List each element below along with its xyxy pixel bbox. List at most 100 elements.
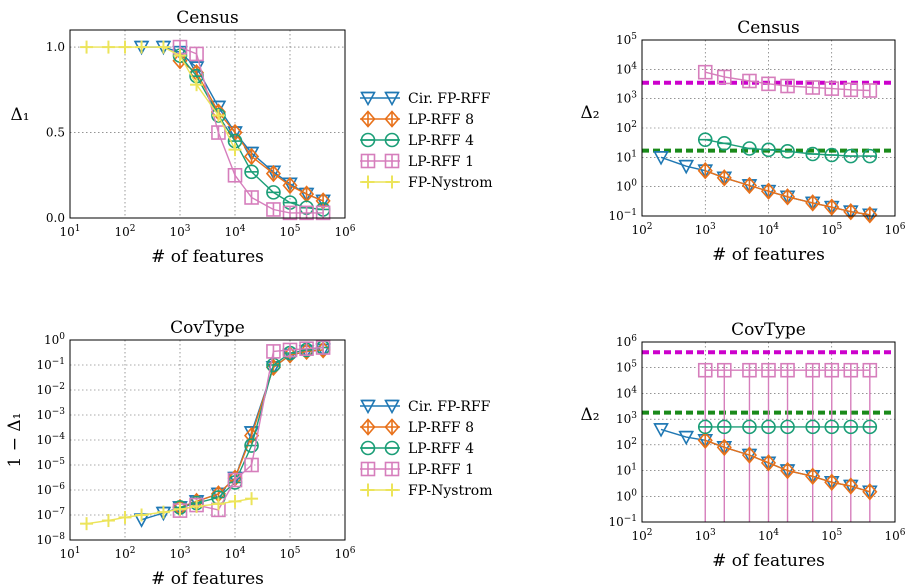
data-point <box>315 340 331 355</box>
plot-frame <box>641 341 896 523</box>
data-point <box>716 169 732 187</box>
y-tick-label: 10−1 <box>608 514 637 529</box>
chart-census-delta2: 102 103 104 105 106 10−1 100 101 102 103 104 105 Cen… <box>580 18 905 265</box>
data-point <box>716 69 732 85</box>
data-point <box>156 505 170 519</box>
data-point <box>843 477 859 495</box>
y-tick-label: 10−7 <box>36 507 65 522</box>
data-point <box>190 499 204 513</box>
data-point <box>805 80 821 95</box>
data-point <box>244 190 259 205</box>
y-tick-label: 101 <box>616 149 637 164</box>
data-point <box>862 362 878 378</box>
legend-label: Cir. FP-RFF <box>408 399 491 415</box>
data-point <box>227 167 243 183</box>
data-point <box>697 431 713 450</box>
legend-marker <box>360 399 376 415</box>
legend-label: LP-RFF 8 <box>408 112 474 128</box>
data-point <box>101 514 115 528</box>
data-point <box>266 202 281 217</box>
legend-marker <box>360 440 376 456</box>
data-point <box>862 483 878 501</box>
data-point <box>716 362 732 378</box>
data-point <box>843 148 859 164</box>
data-point <box>282 176 298 195</box>
x-tick-label: 102 <box>114 224 135 239</box>
y-tick-label: 1.0 <box>46 40 65 54</box>
legend-marker <box>361 483 375 497</box>
y-axis-label: Δ₁ <box>10 105 29 125</box>
data-point <box>742 419 757 435</box>
plot-frame <box>641 39 896 217</box>
data-point <box>228 494 242 508</box>
legend-label: Cir. FP-RFF <box>408 91 491 107</box>
data-point <box>824 198 840 216</box>
y-tick-label: 104 <box>616 61 637 76</box>
data-point <box>779 461 796 480</box>
data-point <box>245 492 259 506</box>
data-point <box>742 141 757 156</box>
legend-marker <box>385 483 399 497</box>
data-point <box>653 151 669 166</box>
data-point <box>805 362 821 378</box>
data-point <box>862 206 878 224</box>
chart-title: CovType <box>170 318 245 338</box>
data-point <box>244 457 259 473</box>
data-point <box>843 82 859 98</box>
data-point <box>779 188 796 206</box>
data-point <box>780 362 795 378</box>
legend-label: LP-RFF 8 <box>408 420 474 436</box>
y-tick-label: 106 <box>616 334 637 349</box>
x-tick-label: 104 <box>224 546 245 561</box>
x-tick-label: 101 <box>59 224 80 239</box>
legend-marker <box>384 153 400 169</box>
data-point <box>315 205 331 221</box>
legend-marker <box>384 110 400 128</box>
data-point <box>741 176 758 195</box>
data-point <box>243 147 260 166</box>
data-point <box>824 419 840 435</box>
x-tick-label: 106 <box>334 224 355 239</box>
x-axis-label: # of features <box>712 551 825 571</box>
x-tick-label: 102 <box>114 546 135 561</box>
data-point <box>761 362 776 378</box>
legend-marker <box>360 461 376 477</box>
data-point <box>653 423 669 438</box>
legend-marker <box>384 440 400 456</box>
y-tick-label: 105 <box>616 360 637 375</box>
y-tick-label: 10−4 <box>36 432 65 447</box>
data-point <box>266 185 281 200</box>
x-tick-label: 102 <box>631 222 652 237</box>
legend-marker <box>384 418 400 436</box>
data-point <box>805 419 821 435</box>
data-point <box>824 81 840 96</box>
chart-title: CovType <box>731 320 806 340</box>
data-point <box>101 40 115 54</box>
data-point <box>862 83 878 98</box>
y-tick-label: 101 <box>616 463 637 478</box>
data-point <box>862 419 878 435</box>
series-line-cir-fp-rff <box>141 349 324 521</box>
legend-label: LP-RFF 4 <box>408 441 474 457</box>
legend-marker <box>384 399 400 415</box>
legend-marker <box>384 91 400 107</box>
y-tick-label: 0.5 <box>46 126 65 140</box>
y-tick-label: 100 <box>616 488 637 503</box>
series-line-fp-nystrom <box>86 498 252 525</box>
legend-label: LP-RFF 4 <box>408 133 474 149</box>
data-point <box>678 159 695 175</box>
data-point <box>862 148 878 164</box>
data-point <box>843 362 859 378</box>
data-point <box>761 419 776 435</box>
data-point <box>697 419 713 435</box>
chart-covtype-delta1: 101 102 103 104 105 106 10−8 10−7 10−6 10−5 10−4 10… <box>5 318 356 584</box>
data-point <box>265 164 282 183</box>
data-point <box>805 146 821 162</box>
y-tick-label: 10−3 <box>36 407 65 422</box>
data-point <box>173 502 187 516</box>
x-tick-label: 104 <box>224 224 245 239</box>
data-point <box>228 143 242 157</box>
chart-covtype-delta2: 102 103 104 105 106 10−1 100 101 102 103 104 105 106… <box>580 320 905 571</box>
data-point <box>741 446 758 464</box>
